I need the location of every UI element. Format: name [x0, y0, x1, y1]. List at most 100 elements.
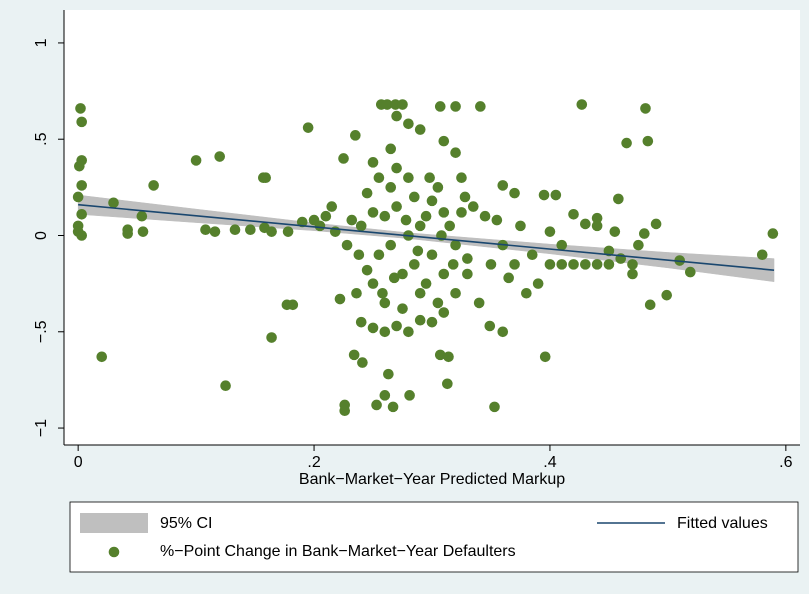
- scatter-point: [137, 226, 149, 237]
- scatter-point: [640, 103, 651, 114]
- scatter-point: [544, 226, 556, 237]
- scatter-point: [409, 191, 420, 203]
- scatter-point: [650, 218, 662, 230]
- scatter-point: [642, 135, 654, 147]
- scatter-point: [76, 180, 87, 191]
- scatter-point: [503, 272, 514, 284]
- x-tick-label: .2: [307, 454, 320, 471]
- scatter-point: [450, 147, 461, 158]
- legend-swatch: [108, 546, 120, 558]
- scatter-point: [479, 210, 491, 222]
- scatter-point: [367, 157, 379, 168]
- scatter-point: [556, 259, 568, 270]
- scatter-point: [591, 220, 603, 232]
- scatter-point: [756, 249, 768, 261]
- scatter-point: [346, 214, 358, 226]
- scatter-point: [391, 110, 402, 122]
- scatter-point: [350, 130, 361, 141]
- scatter-point: [609, 226, 621, 237]
- scatter-point: [633, 239, 644, 251]
- scatter-point: [397, 303, 408, 314]
- scatter-point: [339, 405, 351, 417]
- scatter-point: [627, 268, 638, 280]
- scatter-point: [491, 214, 503, 226]
- scatter-point: [379, 210, 391, 222]
- scatter-point: [397, 268, 408, 280]
- scatter-point: [373, 172, 385, 184]
- scatter-point: [334, 293, 346, 305]
- y-tick-label: −1: [33, 419, 50, 437]
- scatter-point: [462, 253, 473, 264]
- x-axis-title: Bank−Market−Year Predicted Markup: [299, 471, 565, 488]
- scatter-point: [521, 287, 532, 299]
- scatter-point: [526, 249, 538, 261]
- fitted-line: [78, 203, 775, 271]
- scatter-point: [580, 259, 591, 270]
- scatter-point: [532, 278, 544, 289]
- scatter-point: [381, 99, 393, 110]
- scatter-point: [426, 249, 438, 261]
- scatter-point: [379, 390, 391, 401]
- scatter-point: [361, 187, 373, 199]
- scatter-point: [767, 228, 779, 239]
- scatter-point: [462, 268, 473, 280]
- scatter-point: [320, 210, 332, 222]
- scatter-point: [438, 268, 450, 280]
- y-tick-label: 1: [33, 38, 50, 47]
- scatter-point: [443, 351, 454, 363]
- x-tick-label: .4: [543, 454, 556, 471]
- scatter-point: [509, 259, 520, 270]
- scatter-point: [644, 299, 656, 311]
- scatter-point: [388, 272, 400, 284]
- scatter-point: [473, 297, 485, 309]
- scatter-point: [426, 195, 438, 207]
- scatter-point: [122, 228, 133, 239]
- scatter-point: [74, 160, 85, 172]
- scatter-point: [214, 151, 225, 162]
- scatter-point: [467, 201, 479, 212]
- scatter-point: [314, 220, 326, 232]
- legend-label: 95% CI: [160, 515, 212, 532]
- scatter-point: [403, 172, 414, 184]
- scatter-point: [287, 299, 299, 311]
- scatter-point: [432, 297, 444, 309]
- plot-area: [64, 10, 800, 445]
- scatter-point: [434, 349, 446, 361]
- scatter-point: [450, 287, 461, 299]
- scatter-point: [341, 239, 353, 251]
- scatter-point: [326, 201, 338, 212]
- scatter-point: [485, 259, 497, 270]
- scatter-point: [420, 278, 432, 289]
- scatter-point: [400, 214, 412, 226]
- scatter-point: [475, 101, 486, 112]
- scatter-point: [591, 259, 603, 270]
- scatter-point: [361, 264, 373, 276]
- ci-band: [667, 252, 775, 282]
- scatter-point: [302, 122, 314, 133]
- scatter-point: [627, 259, 638, 270]
- scatter-point: [509, 187, 520, 199]
- scatter-point: [576, 99, 588, 110]
- scatter-point: [379, 326, 391, 338]
- scatter-point: [450, 239, 461, 251]
- scatter-point: [282, 226, 294, 237]
- scatter-point: [447, 259, 459, 270]
- scatter-point: [209, 226, 221, 237]
- scatter-point: [383, 368, 394, 380]
- scatter-point: [484, 320, 496, 332]
- scatter-point: [391, 320, 402, 332]
- legend-swatch: [80, 513, 148, 533]
- scatter-point: [338, 153, 349, 164]
- scatter-point: [379, 297, 391, 309]
- scatter-point: [456, 172, 467, 184]
- scatter-point: [76, 209, 87, 220]
- scatter-point: [497, 326, 509, 338]
- scatter-point: [404, 390, 415, 401]
- scatter-point: [260, 172, 271, 184]
- scatter-point: [538, 189, 550, 201]
- scatter-point: [489, 401, 500, 413]
- scatter-point: [391, 162, 402, 174]
- legend-label: Fitted values: [677, 515, 768, 532]
- scatter-point: [426, 316, 438, 328]
- scatter-point: [414, 314, 426, 326]
